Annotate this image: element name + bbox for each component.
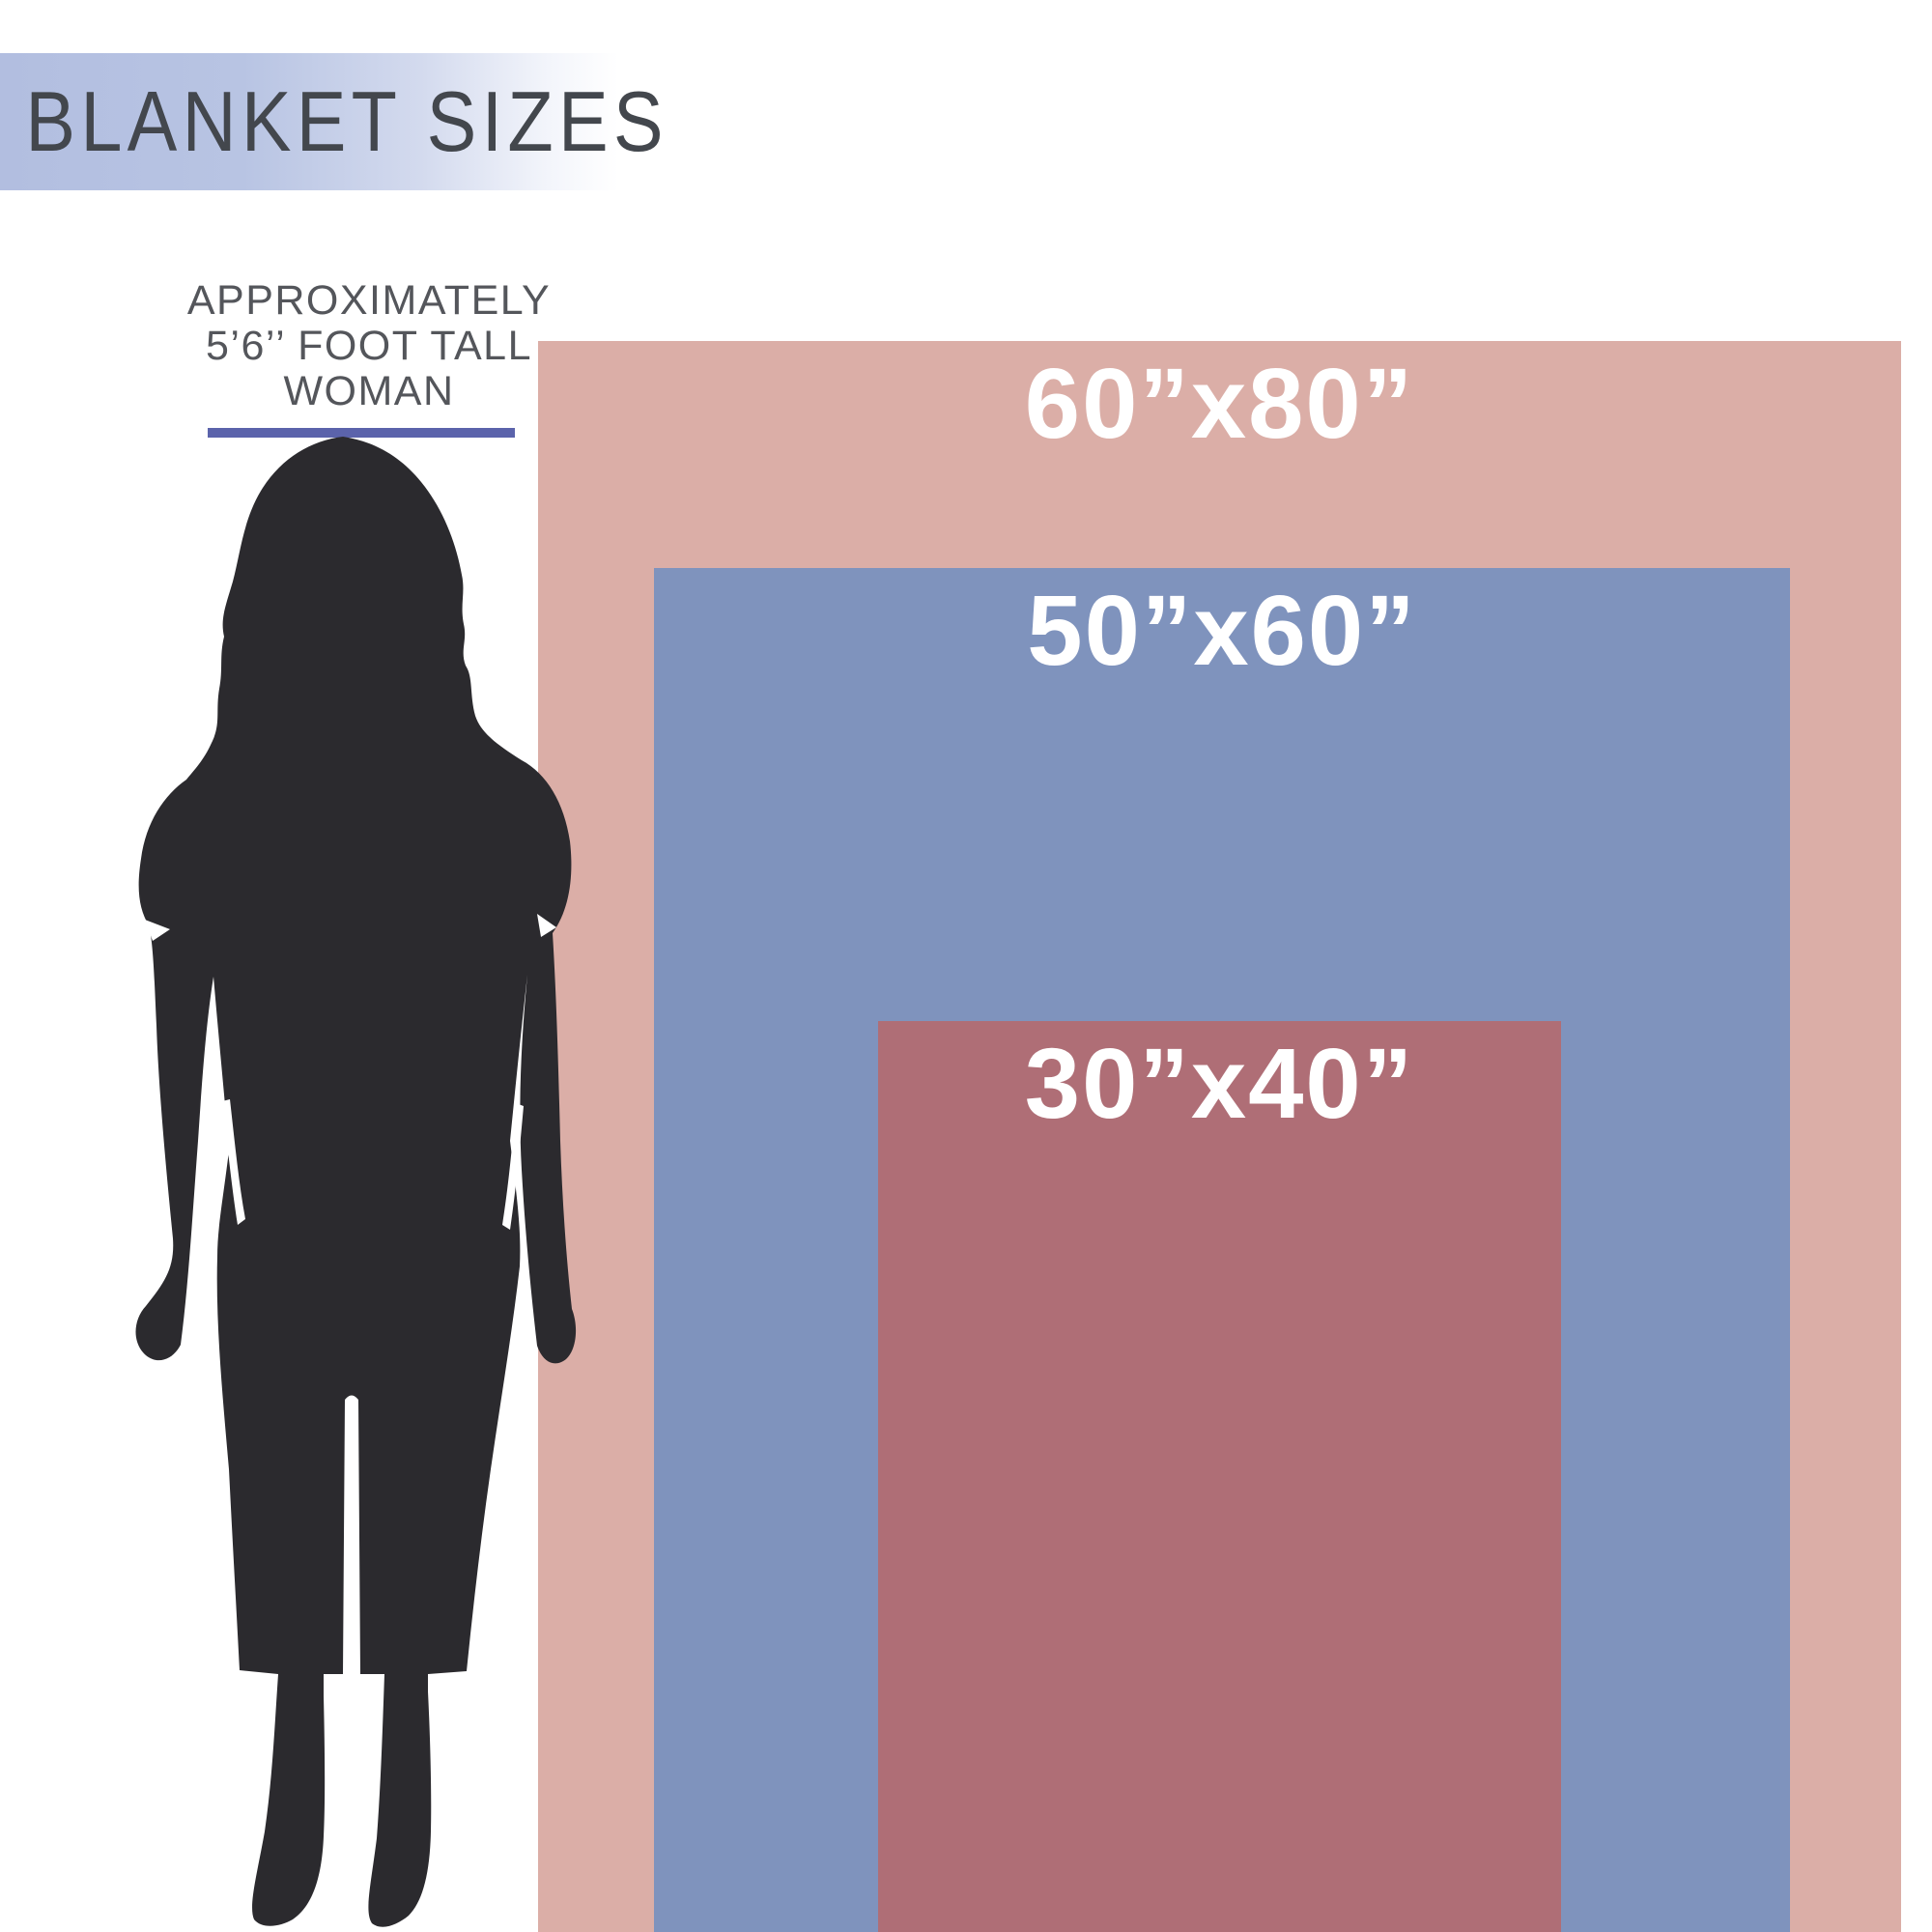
blanket-size-label-50x60: 50”x60” [1027, 575, 1417, 686]
title-band: BLANKET SIZES [0, 53, 664, 190]
woman-silhouette-body [135, 437, 577, 1927]
silhouette-notch-right-cuff [537, 914, 556, 937]
blanket-size-label-60x80: 60”x80” [1024, 348, 1415, 459]
silhouette-gap-right-hip [502, 1103, 524, 1230]
silhouette-notch-left-cuff [145, 920, 170, 941]
reference-caption-line1: APPROXIMATELY [186, 277, 552, 324]
reference-caption-line2: 5’6’’ FOOT TALL [206, 323, 532, 369]
blanket-rect-30x40: 30”x40” [878, 1021, 1561, 1932]
page-title: BLANKET SIZES [25, 73, 668, 169]
silhouette-gap-left-hip [222, 1099, 245, 1225]
height-marker-line [208, 428, 515, 438]
reference-caption-line3: WOMAN [283, 368, 455, 414]
blanket-size-label-30x40: 30”x40” [1024, 1028, 1415, 1139]
reference-caption: APPROXIMATELY 5’6’’ FOOT TALL WOMAN [187, 278, 551, 414]
